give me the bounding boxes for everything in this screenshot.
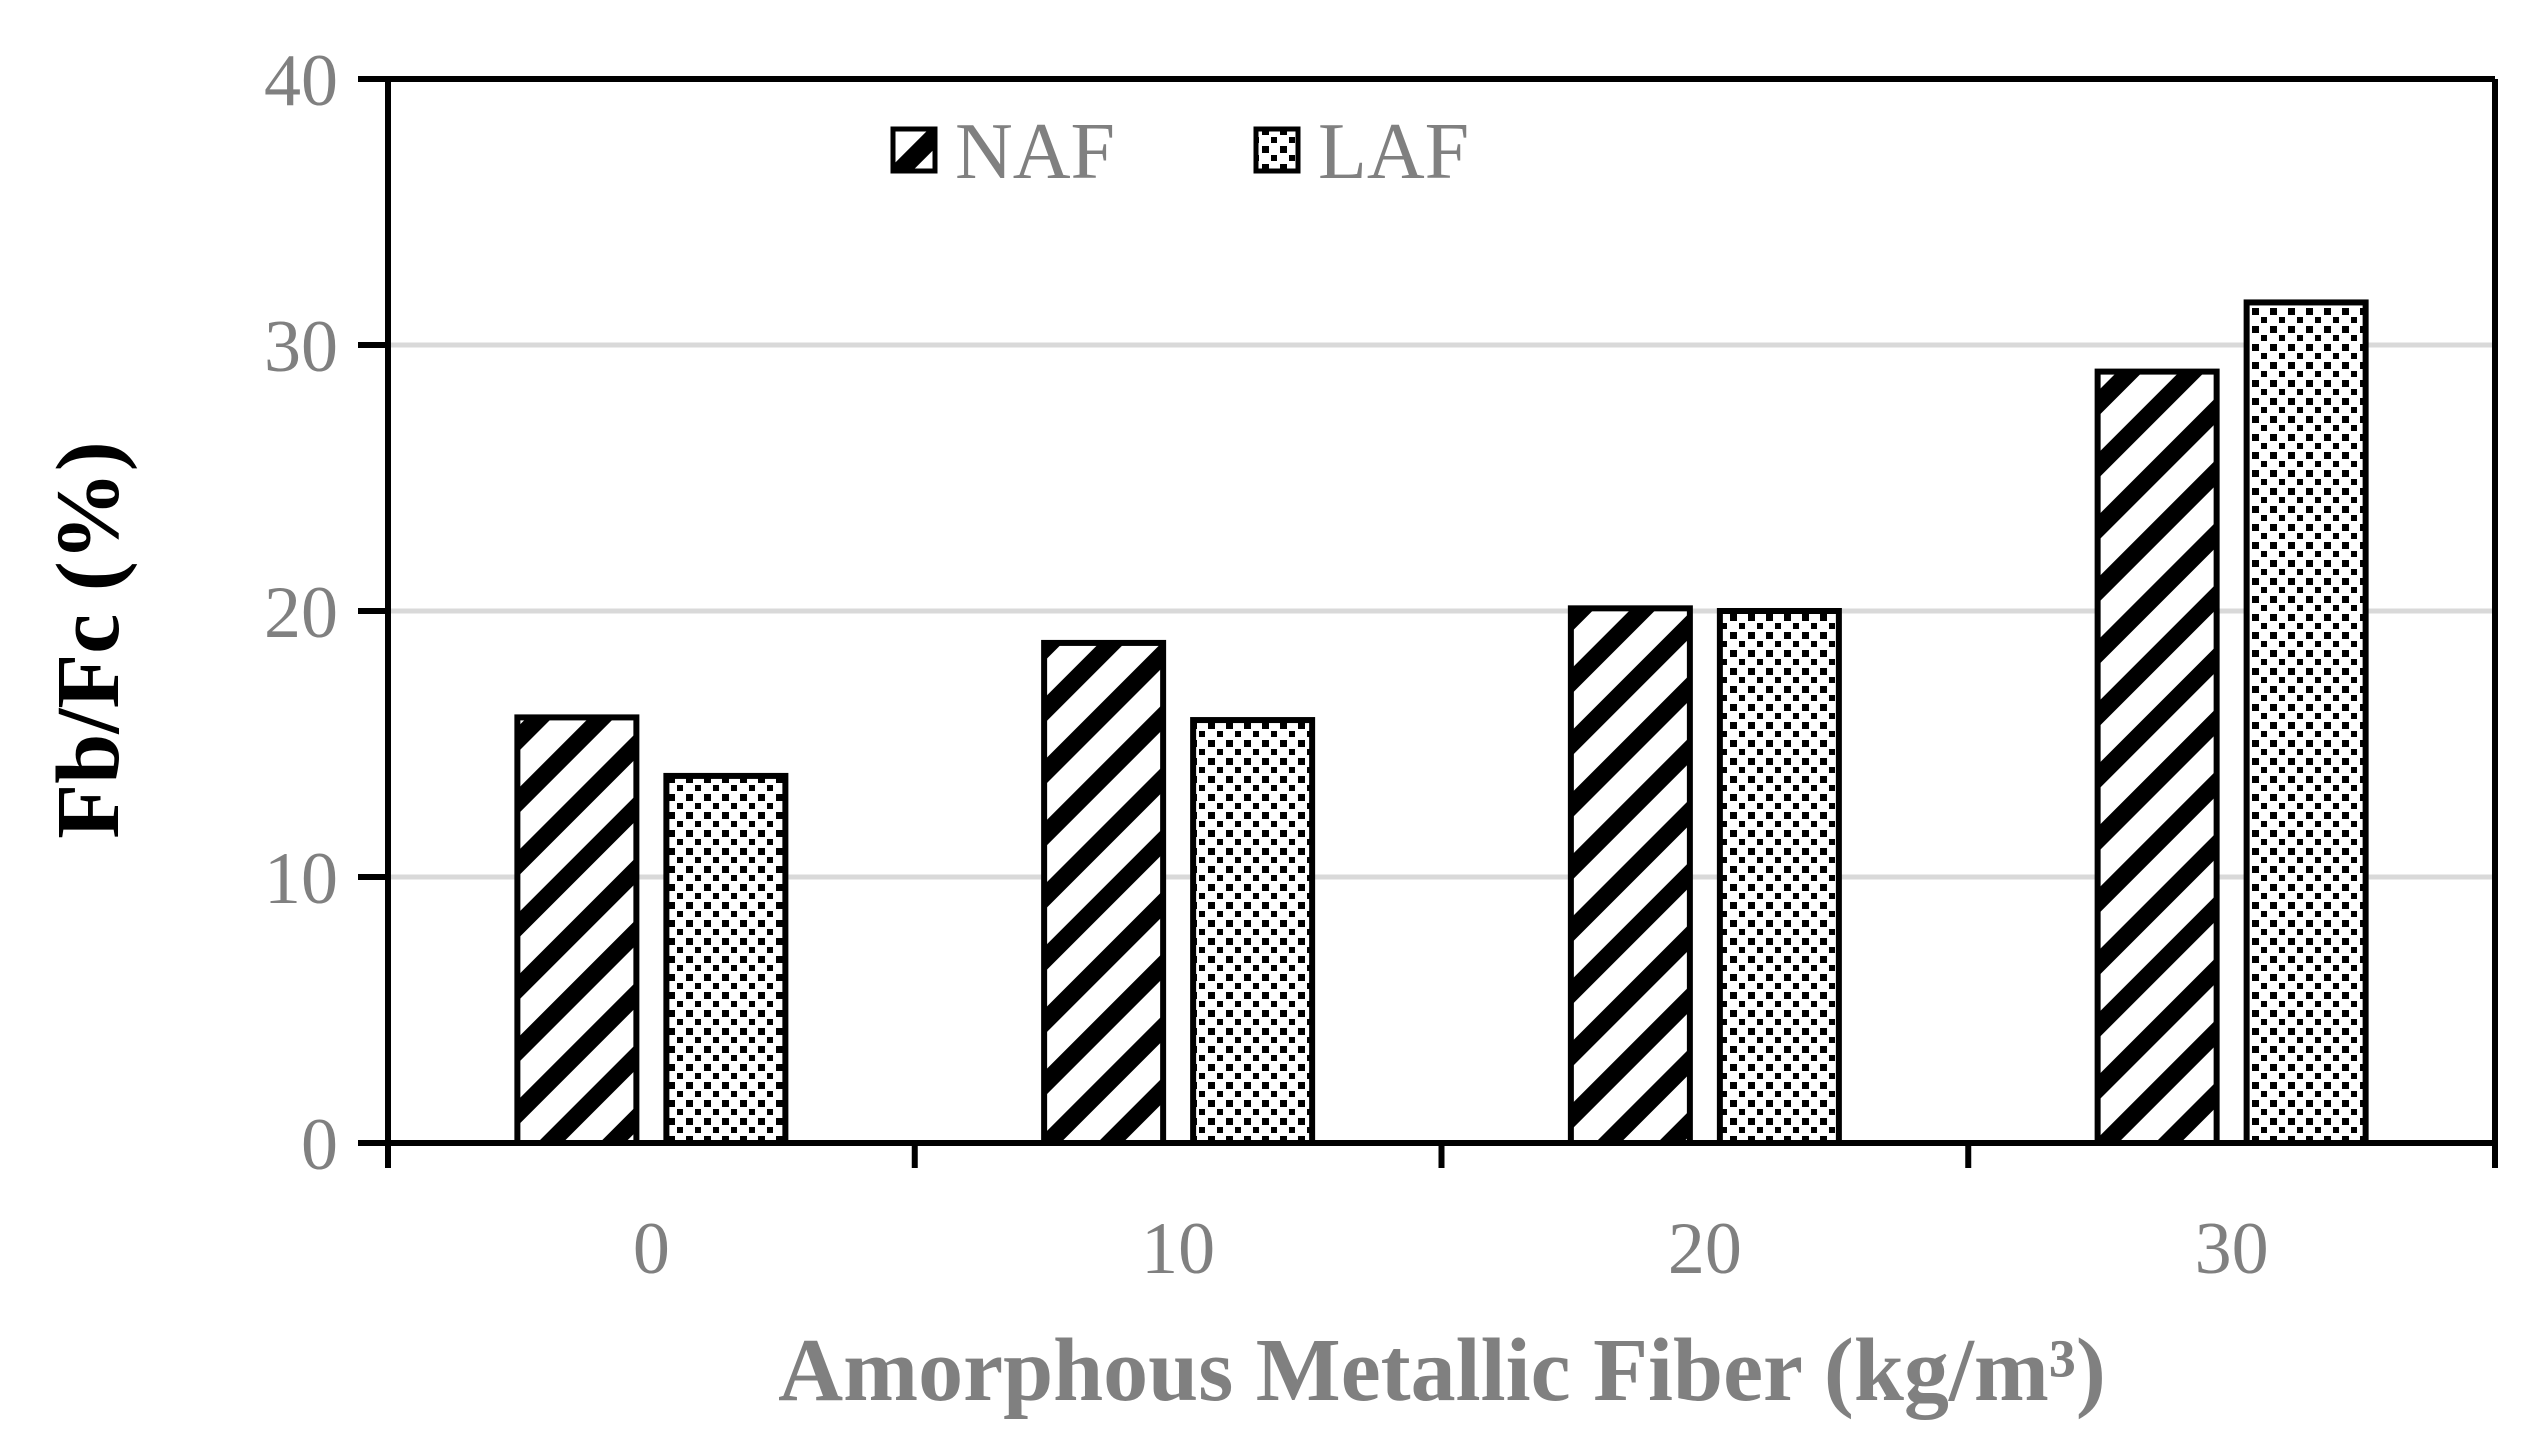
tick-labels: 0 10 20 30 40 0 10 20 30 xyxy=(264,40,2269,1290)
legend-swatch-laf xyxy=(1253,126,1301,174)
x-tick-label-30: 30 xyxy=(2195,1208,2269,1290)
bar-naf-20 xyxy=(1567,605,1693,1146)
y-tick-label-30: 30 xyxy=(264,306,338,388)
bar-laf-30 xyxy=(2243,299,2369,1146)
legend-swatch-naf xyxy=(890,126,938,174)
bar-naf-0 xyxy=(514,714,640,1147)
bar-laf-10 xyxy=(1190,717,1316,1146)
legend-label-naf: NAF xyxy=(955,108,1115,196)
axes xyxy=(358,76,2498,1168)
y-tick-label-40: 40 xyxy=(264,40,338,122)
x-axis-title: Amorphous Metallic Fiber (kg/m³) xyxy=(778,1321,2106,1420)
bar-naf-30 xyxy=(2094,368,2220,1147)
x-tick-label-20: 20 xyxy=(1668,1208,1742,1290)
y-tick-label-0: 0 xyxy=(301,1104,338,1186)
bar-laf-0 xyxy=(663,772,789,1146)
legend: NAF LAF xyxy=(890,108,1469,196)
legend-label-laf: LAF xyxy=(1318,108,1469,196)
y-axis-title: Fb/Fc (%) xyxy=(39,441,138,838)
y-tick-label-20: 20 xyxy=(264,572,338,654)
bar-laf-20 xyxy=(1716,608,1842,1146)
bars xyxy=(514,299,2369,1147)
x-tick-label-0: 0 xyxy=(633,1208,670,1290)
x-tick-label-10: 10 xyxy=(1141,1208,1215,1290)
y-tick-label-10: 10 xyxy=(264,838,338,920)
bar-naf-10 xyxy=(1041,639,1167,1146)
